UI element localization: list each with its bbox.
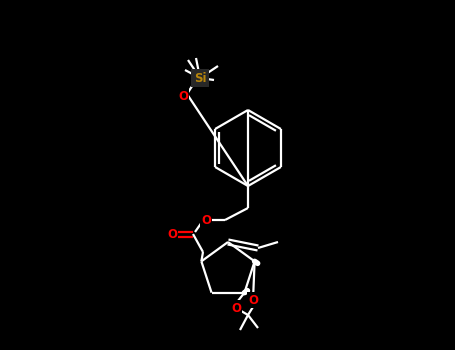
Text: O: O <box>231 301 241 315</box>
Text: Si: Si <box>194 71 206 84</box>
Text: O: O <box>248 294 258 307</box>
Text: O: O <box>167 228 177 240</box>
Text: O: O <box>201 214 211 226</box>
Text: O: O <box>178 90 188 103</box>
